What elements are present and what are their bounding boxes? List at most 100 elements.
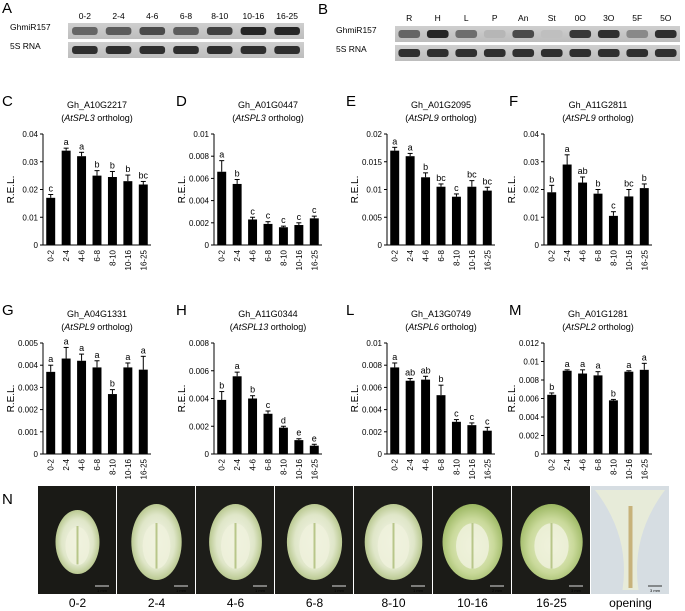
bar: [294, 225, 304, 245]
x-tick-label: 10-16: [124, 249, 133, 270]
significance-letter: b: [250, 385, 255, 395]
bud-photo: 3 mm 16-25: [512, 486, 590, 610]
blot-a-row-label-5s: 5S RNA: [10, 41, 41, 51]
blot-band: [483, 30, 506, 38]
scale-bar-label: 1 mm: [176, 588, 187, 593]
chart-h: H Gh_A11G0344 (AtSPL13 ortholog) 0 0.002 0.00…: [176, 302, 322, 479]
significance-letter: bc: [483, 176, 493, 186]
y-axis-label: R.E.L.: [507, 385, 518, 413]
bar: [421, 177, 431, 245]
significance-letter: a: [125, 352, 130, 362]
x-tick-label: 2-4: [233, 249, 242, 261]
significance-letter: c: [297, 212, 302, 222]
x-tick-label: 4-6: [422, 458, 431, 470]
x-tick-label: 8-10: [452, 249, 461, 266]
chart-title: Gh_A13G0749: [411, 309, 471, 319]
significance-letter: c: [454, 409, 459, 419]
x-tick-label: 0-2: [47, 458, 56, 470]
significance-letter: e: [296, 428, 301, 438]
x-tick-label: 10-16: [625, 458, 634, 479]
y-tick-label: 0: [535, 450, 540, 459]
bar: [482, 430, 492, 454]
blot-b-lane-label: P: [492, 13, 498, 23]
bar: [248, 219, 258, 245]
bar: [624, 196, 634, 245]
x-tick-label: 4-6: [78, 249, 87, 261]
bud-stage-label: opening: [609, 596, 652, 610]
significance-letter: b: [219, 381, 224, 391]
scale-bar-label: 1 mm: [97, 588, 108, 593]
significance-letter: c: [281, 215, 286, 225]
x-tick-label: 4-6: [579, 249, 588, 261]
bar: [123, 367, 133, 454]
chart-panel-letter: G: [2, 302, 14, 319]
y-tick-label: 0.004: [189, 395, 210, 404]
blot-a-lane-label: 4-6: [146, 11, 159, 21]
blot-band: [398, 30, 421, 38]
blot-b-gel: R H L P An St 0O 3O 5F 5O: [395, 13, 680, 61]
blot-b-row-label-5s: 5S RNA: [336, 44, 367, 54]
bar: [309, 218, 319, 245]
chart-title: Gh_A11G0344: [238, 309, 297, 319]
significance-letter: ab: [405, 368, 415, 378]
ortholog-paren: (: [61, 322, 64, 332]
bar: [46, 371, 56, 454]
chart-title: Gh_A01G1281: [568, 309, 628, 319]
significance-letter: c: [312, 205, 317, 215]
y-tick-label: 0: [205, 241, 210, 250]
chart-panel-letter: D: [176, 93, 187, 110]
significance-letter: a: [48, 354, 53, 364]
blot-band: [540, 49, 563, 57]
x-tick-label: 16-25: [640, 458, 649, 479]
panel-b-letter: B: [318, 1, 328, 18]
significance-letter: b: [611, 388, 616, 398]
blot-band: [72, 27, 98, 35]
y-tick-label: 0: [34, 241, 39, 250]
blot-band: [240, 46, 267, 54]
blot-band: [206, 46, 233, 54]
y-tick-label: 0.004: [18, 361, 39, 370]
chart-panel-letter: E: [346, 93, 356, 110]
significance-letter: a: [235, 361, 240, 371]
significance-letter: c: [250, 206, 255, 216]
x-tick-label: 0-2: [47, 249, 56, 261]
significance-letter: a: [79, 343, 84, 353]
bar: [107, 177, 117, 245]
bar: [405, 156, 415, 245]
y-tick-label: 0.015: [362, 158, 383, 167]
significance-letter: ab: [421, 365, 431, 375]
bar: [451, 421, 461, 454]
significance-letter: b: [110, 160, 115, 170]
y-tick-label: 0.004: [519, 413, 540, 422]
y-tick-label: 0.002: [18, 406, 39, 415]
blot-band: [426, 49, 449, 57]
y-axis-label: R.E.L.: [350, 385, 361, 413]
significance-letter: d: [281, 415, 286, 425]
blot-band: [398, 49, 421, 57]
ortholog-suffix: ortholog): [439, 113, 477, 123]
x-tick-label: 16-25: [310, 249, 319, 270]
x-tick-label: 6-8: [594, 458, 603, 470]
x-tick-label: 16-25: [483, 249, 492, 270]
bar: [390, 150, 400, 245]
y-axis-label: R.E.L.: [350, 176, 361, 204]
significance-letter: a: [642, 352, 647, 362]
x-tick-label: 8-10: [108, 458, 117, 475]
significance-letter: c: [470, 412, 475, 422]
bar: [405, 380, 415, 454]
bud-stage-label: 6-8: [306, 596, 324, 610]
y-tick-label: 0.004: [362, 406, 383, 415]
x-tick-label: 2-4: [62, 458, 71, 470]
bar: [123, 181, 133, 245]
blot-band: [512, 30, 535, 38]
significance-letter: bc: [139, 170, 149, 180]
y-tick-label: 0.006: [189, 174, 210, 183]
significance-letter: b: [94, 160, 99, 170]
significance-letter: a: [64, 137, 69, 147]
bar: [436, 186, 446, 245]
blot-band: [626, 30, 649, 38]
bud-stage-label: 10-16: [457, 596, 488, 610]
blot-b-lane-label: H: [435, 13, 441, 23]
x-tick-label: 8-10: [609, 458, 618, 475]
significance-letter: a: [392, 136, 397, 146]
